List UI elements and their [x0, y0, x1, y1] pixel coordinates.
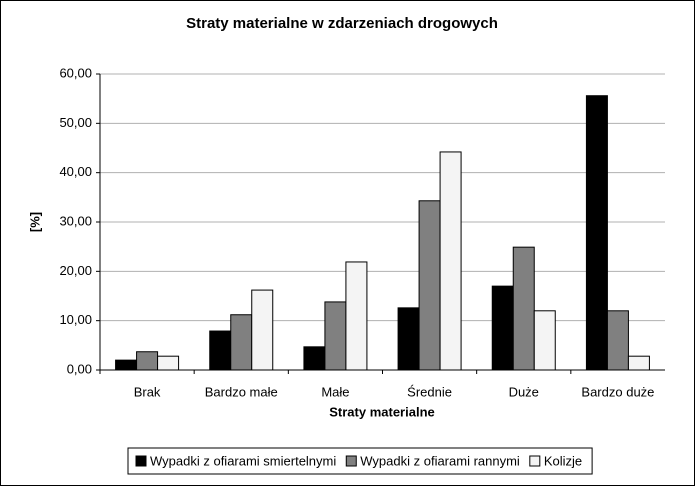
bar	[627, 355, 650, 371]
y-tick-label: 10,00	[59, 312, 92, 327]
bar	[418, 200, 441, 371]
bar	[230, 314, 253, 371]
y-axis-label: [%]	[27, 212, 42, 232]
legend-swatch	[345, 455, 357, 467]
bar	[512, 246, 535, 371]
x-tick-label: Średnie	[407, 384, 452, 399]
y-tick-label: 30,00	[59, 213, 92, 228]
bar	[251, 289, 274, 371]
bar	[115, 359, 138, 371]
bar	[491, 285, 514, 371]
legend-swatch	[135, 455, 147, 467]
bar	[345, 261, 368, 371]
bar	[324, 301, 347, 371]
y-tick-label: 20,00	[59, 263, 92, 278]
y-tick-label: 60,00	[59, 65, 92, 80]
x-tick-label: Bardzo małe	[205, 384, 278, 399]
x-axis-label: Straty materialne	[329, 404, 435, 419]
x-tick-label: Brak	[134, 384, 161, 399]
bar	[585, 95, 608, 371]
y-tick-label: 50,00	[59, 115, 92, 130]
bar	[606, 310, 629, 371]
bar	[157, 355, 180, 371]
legend-label: Kolizje	[544, 453, 582, 468]
bar	[397, 307, 420, 371]
y-tick-label: 0,00	[67, 361, 92, 376]
bar	[533, 310, 556, 371]
bar	[303, 346, 326, 371]
bar	[439, 151, 462, 371]
legend-label: Wypadki z ofiarami smiertelnymi	[150, 453, 336, 468]
legend-box	[127, 447, 593, 475]
legend-swatch	[529, 455, 541, 467]
x-tick-label: Duże	[509, 384, 539, 399]
x-tick-label: Małe	[321, 384, 349, 399]
legend-label: Wypadki z ofiarami rannymi	[360, 453, 520, 468]
chart-title: Straty materialne w zdarzeniach drogowyc…	[186, 15, 498, 32]
y-tick-label: 40,00	[59, 164, 92, 179]
bar	[136, 351, 159, 371]
x-tick-label: Bardzo duże	[581, 384, 654, 399]
bar	[209, 330, 232, 371]
